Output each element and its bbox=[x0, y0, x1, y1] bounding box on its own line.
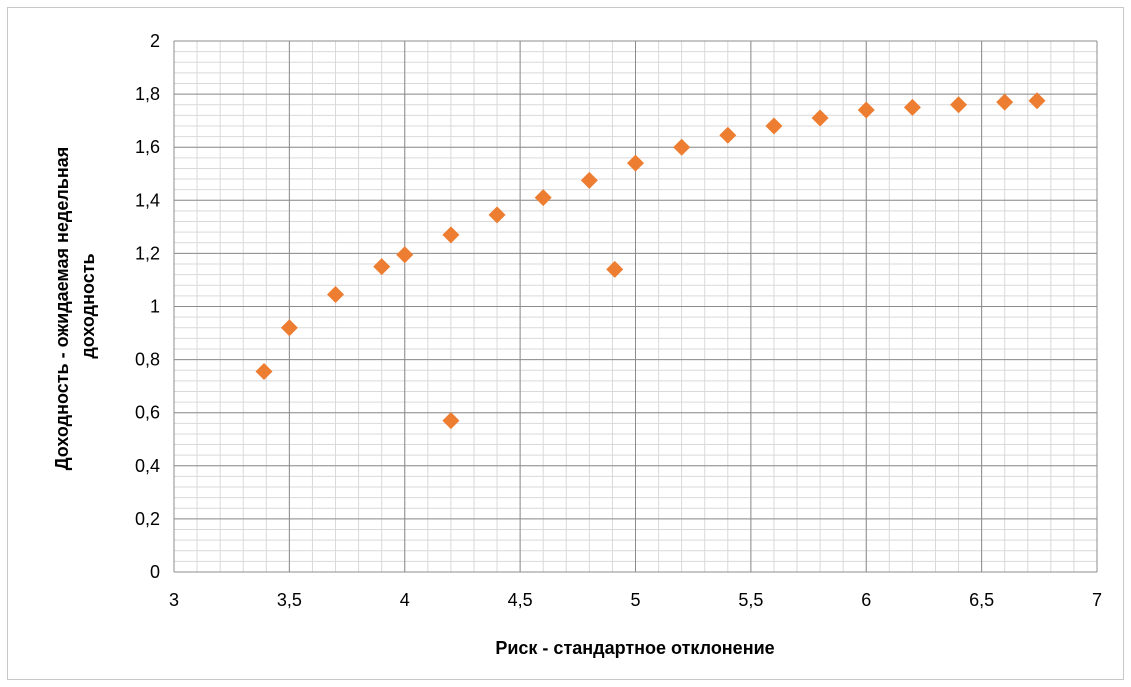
data-point-diamond bbox=[673, 138, 691, 156]
x-tick-label: 3 bbox=[169, 590, 179, 610]
data-point-diamond bbox=[765, 117, 783, 135]
data-point-diamond bbox=[811, 109, 829, 127]
x-axis-ticks: 3 3,5 4 4,5 5 5,5 6 6,5 7 bbox=[169, 590, 1102, 610]
y-tick-label: 1,8 bbox=[135, 84, 160, 104]
x-tick-label: 4 bbox=[400, 590, 410, 610]
data-point-diamond bbox=[1028, 92, 1046, 110]
x-tick-label: 7 bbox=[1092, 590, 1102, 610]
y-tick-label: 1,2 bbox=[135, 243, 160, 263]
data-point-diamond bbox=[857, 101, 875, 119]
data-point-diamond bbox=[327, 286, 345, 304]
y-tick-label: 1,6 bbox=[135, 137, 160, 157]
data-point-diamond bbox=[280, 319, 298, 337]
chart-frame bbox=[7, 7, 1124, 680]
y-axis-title-line-1: Доходность - ожидаемая недельная bbox=[52, 147, 72, 470]
data-point-diamond bbox=[580, 171, 598, 189]
data-point-diamond bbox=[950, 96, 968, 114]
x-tick-label: 4,5 bbox=[508, 590, 533, 610]
y-tick-label: 0,8 bbox=[135, 350, 160, 370]
y-tick-label: 0,6 bbox=[135, 403, 160, 423]
data-point-diamond bbox=[373, 258, 391, 276]
data-point-diamond bbox=[534, 189, 552, 207]
x-tick-label: 6 bbox=[861, 590, 871, 610]
y-axis-title: Доходность - ожидаемая недельная доходно… bbox=[52, 142, 98, 470]
data-point-diamond bbox=[627, 154, 644, 172]
major-grid bbox=[173, 40, 1098, 573]
data-point-diamond bbox=[396, 246, 414, 264]
data-point-diamond bbox=[488, 206, 506, 224]
x-tick-label: 3,5 bbox=[277, 590, 302, 610]
data-point-diamond bbox=[903, 98, 921, 116]
y-axis-title-line-2: доходность bbox=[78, 253, 98, 358]
y-tick-label: 0 bbox=[150, 562, 160, 582]
x-tick-label: 5,5 bbox=[738, 590, 763, 610]
y-axis-ticks: 0 0,2 0,4 0,6 0,8 1 1,2 1,4 1,6 1,8 2 bbox=[135, 31, 160, 582]
y-tick-label: 2 bbox=[150, 31, 160, 51]
y-tick-label: 1 bbox=[150, 297, 160, 317]
data-point-diamond bbox=[442, 226, 460, 244]
data-point-diamond bbox=[442, 412, 460, 430]
x-tick-label: 6,5 bbox=[969, 590, 994, 610]
x-tick-label: 5 bbox=[630, 590, 640, 610]
y-tick-label: 1,4 bbox=[135, 190, 160, 210]
y-tick-label: 0,4 bbox=[135, 456, 160, 476]
x-axis-title: Риск - стандартное отклонение bbox=[495, 638, 774, 658]
data-point-diamond bbox=[606, 260, 624, 278]
data-point-diamond bbox=[719, 126, 737, 144]
y-tick-label: 0,2 bbox=[135, 509, 160, 529]
data-point-diamond bbox=[255, 363, 273, 381]
data-points bbox=[255, 92, 1046, 430]
data-point-diamond bbox=[996, 93, 1014, 111]
